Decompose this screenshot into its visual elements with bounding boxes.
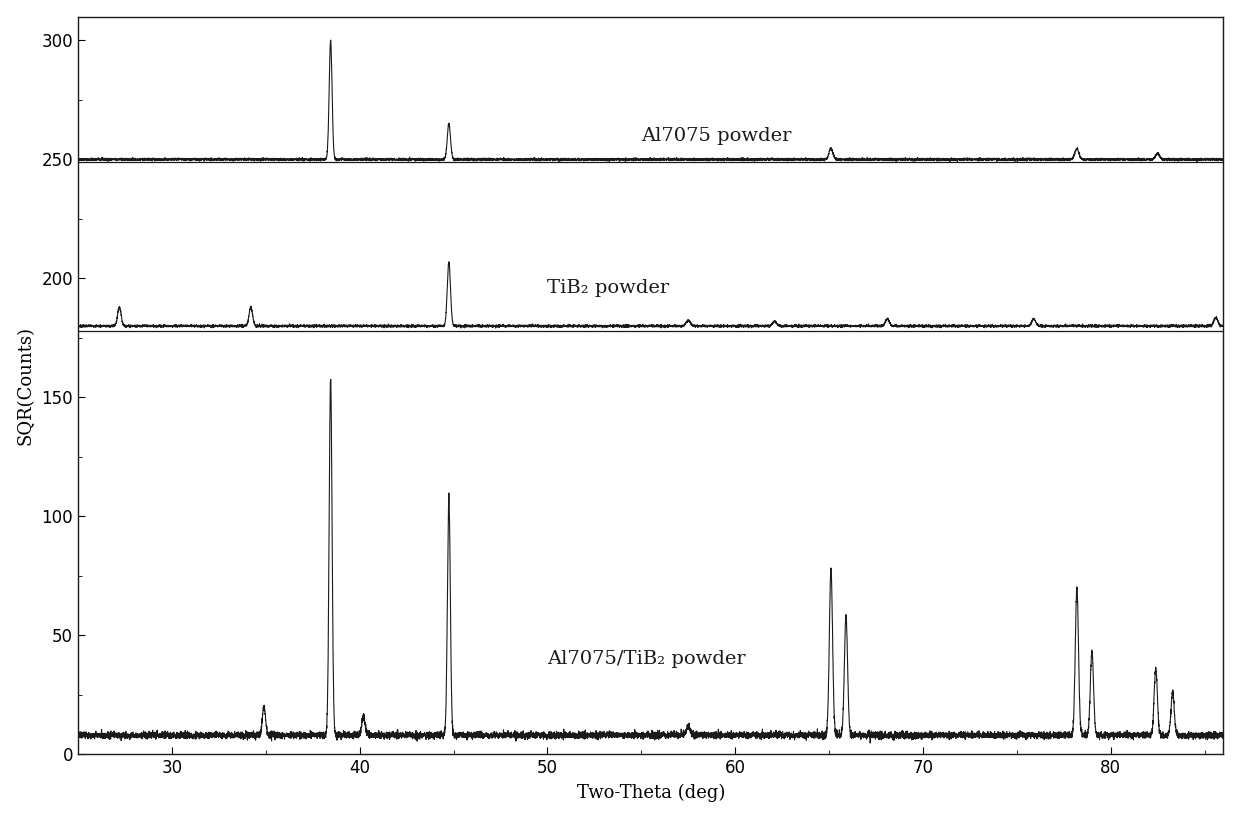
Text: Al7075 powder: Al7075 powder — [641, 127, 791, 145]
Text: TiB₂ powder: TiB₂ powder — [547, 279, 670, 297]
Y-axis label: SQR(Counts): SQR(Counts) — [16, 326, 35, 445]
Text: Al7075/TiB₂ powder: Al7075/TiB₂ powder — [547, 650, 746, 668]
X-axis label: Two-Theta (deg): Two-Theta (deg) — [577, 784, 725, 803]
